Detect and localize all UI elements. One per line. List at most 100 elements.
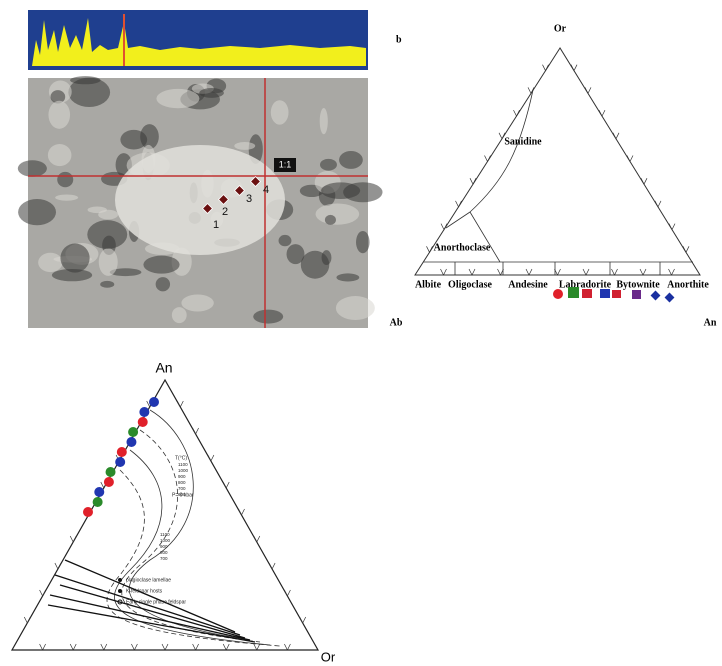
curve <box>128 409 251 641</box>
blotch <box>143 255 180 274</box>
legend-symbol <box>118 578 122 582</box>
tick <box>497 268 504 276</box>
blotch <box>320 158 337 171</box>
tick <box>161 643 169 651</box>
curve <box>121 429 261 643</box>
composition-points <box>83 397 159 517</box>
tick <box>284 589 291 597</box>
blotch <box>171 307 187 324</box>
field-label: Oligoclase <box>448 279 492 290</box>
tie-lines <box>47 559 256 643</box>
blotch <box>98 248 118 276</box>
field-label: Andesine <box>508 279 548 290</box>
field-label: Anorthite <box>667 279 709 290</box>
tick <box>612 132 620 140</box>
blotch <box>55 194 79 201</box>
point-label: 4 <box>263 184 269 196</box>
curve <box>114 449 271 646</box>
blotch <box>234 141 256 150</box>
blotch <box>356 230 370 254</box>
blotch <box>68 77 111 107</box>
blotch <box>47 144 72 167</box>
tick <box>611 268 618 276</box>
tick <box>598 109 606 117</box>
tick <box>484 155 491 163</box>
blotch <box>87 206 107 214</box>
point <box>115 457 126 467</box>
tick <box>39 589 46 597</box>
isotherm-label: 700 <box>178 486 186 491</box>
marker-box <box>274 158 296 172</box>
blotch <box>300 250 330 279</box>
blotch <box>109 268 142 277</box>
curve <box>106 469 281 647</box>
tick <box>584 87 592 95</box>
blotch <box>315 203 360 225</box>
field-label: Labradorite <box>559 279 612 290</box>
tick <box>222 643 230 651</box>
point <box>116 447 127 457</box>
pressure-label: P= 0 kbar <box>172 492 194 498</box>
analysis-point <box>201 202 214 215</box>
tick <box>222 481 230 489</box>
tick <box>527 87 535 95</box>
blotch <box>18 199 57 226</box>
tick <box>513 109 520 117</box>
isotherm-title: T(°C) <box>175 455 187 461</box>
point <box>568 287 579 298</box>
point <box>126 437 137 447</box>
point <box>632 290 641 299</box>
blotch <box>70 76 101 85</box>
point <box>664 292 675 303</box>
boundary <box>454 262 661 275</box>
legend-entry: plagioclase lamellae <box>126 577 171 583</box>
tick <box>238 508 245 516</box>
isotherm-label: 1000 <box>160 538 171 543</box>
panel-label: b <box>396 34 402 45</box>
solvus-curves <box>47 409 281 647</box>
composition-points <box>553 287 675 303</box>
tick <box>192 643 199 651</box>
isotherm-label: 800 <box>160 550 168 555</box>
point <box>105 467 116 477</box>
marker-label: 1:1 <box>279 159 292 169</box>
tick <box>626 155 634 163</box>
blotch <box>339 150 363 169</box>
tick <box>455 200 462 208</box>
point-label: 1 <box>213 219 219 231</box>
blotch <box>156 88 200 109</box>
tick <box>192 427 199 435</box>
blotch <box>286 244 305 265</box>
analysis-point <box>249 175 262 188</box>
tick <box>54 562 62 570</box>
tick-marks <box>426 64 690 276</box>
blotch <box>17 160 47 177</box>
blotch <box>120 129 148 150</box>
analysis-point <box>217 193 230 206</box>
isotherm-label: 1100 <box>160 532 170 537</box>
tick <box>100 643 108 651</box>
point <box>600 289 610 298</box>
tick <box>440 223 448 231</box>
tick <box>299 616 307 624</box>
point <box>94 487 105 497</box>
tick <box>654 200 662 208</box>
apex-label: Or <box>321 649 336 664</box>
tick <box>253 535 261 543</box>
tick <box>498 132 506 140</box>
ternary-frame <box>10 378 320 651</box>
field-label: Albite <box>415 279 442 290</box>
tick <box>23 616 31 624</box>
tick <box>69 535 77 543</box>
blotch <box>324 214 336 225</box>
apex-label: Or <box>554 23 567 34</box>
isotherm-label: 1100 <box>178 462 188 467</box>
field-boundaries <box>423 89 693 275</box>
blotch <box>270 100 289 125</box>
tick <box>284 643 291 651</box>
point <box>553 289 563 299</box>
blotch <box>51 268 93 282</box>
tick <box>570 64 578 72</box>
